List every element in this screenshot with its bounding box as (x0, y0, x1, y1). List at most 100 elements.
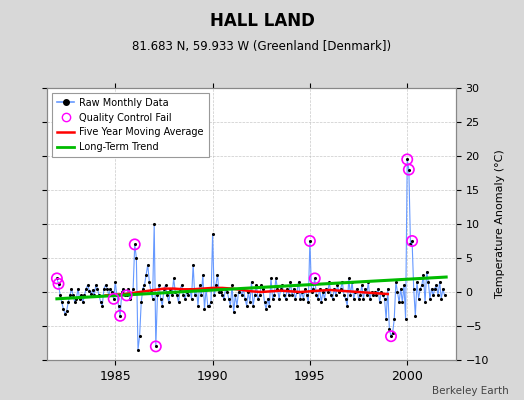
Point (274, 286, 282, 292)
Point (416, 286, 424, 292)
Point (123, 292, 131, 298)
Point (54, 281, 63, 287)
Point (405, 166, 413, 173)
Point (187, 296, 195, 302)
Point (293, 289, 301, 295)
Point (134, 346, 142, 353)
Point (317, 299, 325, 306)
Point (249, 302, 257, 309)
Point (212, 282, 220, 288)
Point (160, 286, 168, 292)
Point (151, 343, 160, 350)
Point (314, 296, 322, 302)
Point (236, 286, 244, 292)
Point (119, 286, 127, 292)
Point (372, 292, 380, 298)
Point (305, 238, 314, 244)
Point (361, 286, 369, 292)
Point (135, 333, 144, 339)
Point (429, 292, 438, 298)
Point (228, 282, 236, 288)
Point (101, 282, 110, 288)
Point (370, 289, 379, 295)
Point (114, 302, 123, 309)
Point (223, 289, 232, 295)
Point (286, 278, 294, 285)
Point (174, 299, 183, 306)
Point (132, 255, 140, 261)
Point (315, 286, 324, 292)
Point (323, 289, 332, 295)
Point (80, 292, 89, 298)
Point (150, 221, 158, 227)
Point (283, 286, 291, 292)
Point (54, 281, 63, 287)
Point (346, 292, 355, 298)
Point (406, 241, 414, 248)
Point (410, 286, 418, 292)
Point (262, 306, 270, 312)
Point (220, 296, 228, 302)
Point (85, 288, 93, 294)
Point (192, 286, 201, 292)
Point (74, 286, 82, 292)
Point (311, 275, 319, 282)
Point (363, 292, 371, 298)
Point (105, 292, 113, 298)
Point (267, 275, 275, 282)
Point (82, 286, 90, 292)
Point (366, 296, 374, 302)
Point (244, 289, 253, 295)
Point (67, 286, 75, 292)
Point (260, 299, 269, 306)
Point (394, 289, 402, 295)
Point (387, 333, 395, 339)
Text: 81.683 N, 59.933 W (Greenland [Denmark]): 81.683 N, 59.933 W (Greenland [Denmark]) (133, 40, 391, 53)
Point (126, 296, 134, 302)
Point (376, 299, 384, 306)
Point (75, 296, 84, 302)
Point (291, 296, 300, 302)
Point (422, 268, 431, 275)
Point (342, 296, 350, 302)
Point (411, 313, 420, 319)
Point (221, 286, 230, 292)
Point (379, 292, 387, 298)
Point (312, 292, 321, 298)
Point (130, 241, 139, 248)
Point (294, 278, 303, 285)
Point (382, 316, 390, 322)
Point (89, 287, 97, 293)
Point (106, 286, 115, 292)
Point (213, 272, 222, 278)
Point (182, 289, 191, 295)
Point (209, 231, 217, 237)
Point (194, 302, 202, 309)
Point (111, 278, 119, 285)
Point (147, 289, 155, 295)
Point (169, 275, 178, 282)
Point (435, 278, 444, 285)
Point (320, 296, 329, 302)
Point (231, 292, 239, 298)
Point (137, 299, 146, 306)
Point (275, 296, 283, 302)
Point (440, 292, 449, 298)
Point (271, 275, 280, 282)
Point (305, 238, 314, 244)
Point (110, 296, 118, 302)
Point (424, 278, 432, 285)
Point (168, 292, 176, 298)
Point (384, 286, 392, 292)
Point (356, 292, 364, 298)
Point (390, 316, 398, 322)
Point (281, 296, 290, 302)
Point (69, 292, 78, 298)
Point (250, 292, 259, 298)
Point (254, 296, 262, 302)
Point (259, 286, 267, 292)
Point (343, 302, 352, 309)
Point (335, 289, 343, 295)
Point (98, 302, 106, 309)
Point (419, 272, 428, 278)
